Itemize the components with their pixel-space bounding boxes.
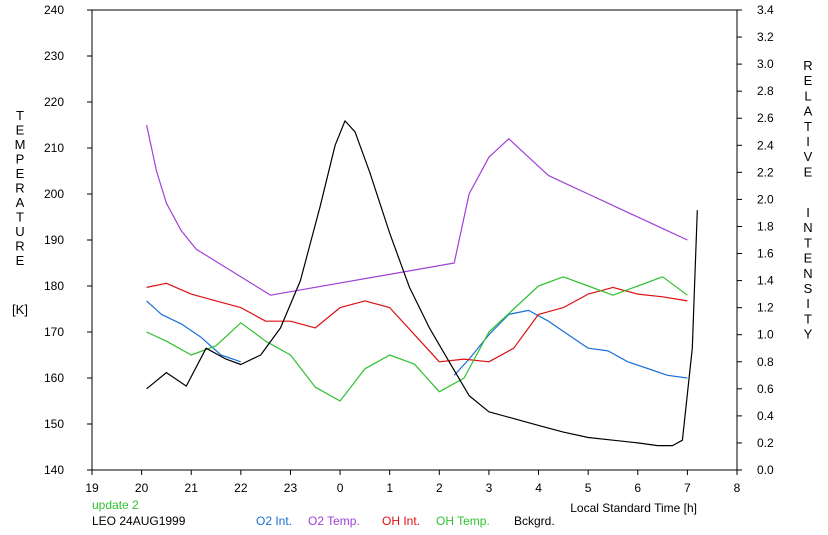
x-tick-label: 2 (436, 481, 443, 495)
right-axis-label-letter: R (803, 58, 812, 73)
legend-entry: OH Int. (382, 514, 420, 528)
right-axis-label-letter: T (804, 311, 812, 326)
legend-entry: O2 Int. (256, 514, 292, 528)
left-axis-label-letter: E (16, 123, 25, 138)
x-tick-label: 1 (386, 481, 393, 495)
right-axis-label-letter: E (804, 164, 813, 179)
left-tick-label: 170 (44, 325, 64, 339)
right-axis-label-letter: L (804, 88, 811, 103)
right-axis-label-letter: I (806, 205, 810, 220)
axes (87, 9, 742, 475)
left-tick-label: 190 (44, 233, 64, 247)
right-tick-label: 2.2 (757, 165, 774, 179)
right-tick-label: 3.2 (757, 30, 774, 44)
x-tick-label: 4 (535, 481, 542, 495)
right-tick-label: 1.6 (757, 247, 774, 261)
left-axis-label-letter: A (16, 195, 25, 210)
right-axis-label-letter: T (804, 119, 812, 134)
right-axis-label-letter: N (803, 220, 812, 235)
series-bckgrd (146, 120, 698, 447)
left-axis-label-letter: E (16, 166, 25, 181)
left-axis-label-letter: R (15, 239, 24, 254)
right-tick-label: 0.0 (757, 463, 774, 477)
x-tick-label: 21 (185, 481, 199, 495)
x-tick-label: 7 (684, 481, 691, 495)
right-axis-label-letter: I (806, 134, 810, 149)
right-tick-label: 3.4 (757, 3, 774, 17)
right-axis-label-letter: Y (804, 327, 813, 342)
series-layer (146, 120, 698, 447)
right-axis-label-letter: E (804, 73, 813, 88)
right-axis-label-letter: T (804, 235, 812, 250)
legend-entry: O2 Temp. (308, 514, 360, 528)
series-o2-temp (146, 124, 688, 296)
left-tick-label: 230 (44, 49, 64, 63)
right-tick-label: 0.6 (757, 382, 774, 396)
x-axis-label: Local Standard Time [h] (570, 501, 697, 515)
legend-entry: OH Temp. (436, 514, 490, 528)
series-oh-int (146, 282, 688, 363)
x-tick-label: 20 (135, 481, 149, 495)
x-tick-label: 5 (585, 481, 592, 495)
left-axis-label-letter: R (15, 181, 24, 196)
x-tick-label: 23 (284, 481, 298, 495)
left-axis-label-letter: E (16, 253, 25, 268)
right-tick-label: 2.4 (757, 138, 774, 152)
left-tick-label: 160 (44, 371, 64, 385)
right-tick-label: 3.0 (757, 57, 774, 71)
left-axis-unit: [K] (12, 302, 28, 317)
right-tick-label: 2.8 (757, 84, 774, 98)
right-tick-label: 1.2 (757, 301, 774, 315)
x-tick-label: 0 (337, 481, 344, 495)
left-tick-label: 220 (44, 95, 64, 109)
right-axis-label-letter: I (806, 296, 810, 311)
series-o2-int (146, 300, 688, 379)
right-tick-label: 2.6 (757, 111, 774, 125)
right-axis-label-letter: A (804, 104, 813, 119)
left-tick-label: 180 (44, 279, 64, 293)
series-oh-temp (146, 276, 688, 402)
left-axis-label-letter: T (16, 108, 24, 123)
legend-entry: Bckgrd. (514, 514, 555, 528)
left-tick-label: 200 (44, 187, 64, 201)
right-axis-label-letter: N (803, 266, 812, 281)
right-tick-label: 0.2 (757, 436, 774, 450)
labels-layer: 19 20 21 22 23 0 1 2 3 4 5 6 7 8140150160170180190200… (12, 3, 813, 528)
x-tick-label: 19 (85, 481, 99, 495)
right-axis-label-letter: S (804, 281, 813, 296)
right-tick-label: 0.8 (757, 355, 774, 369)
left-tick-label: 210 (44, 141, 64, 155)
x-tick-label: 8 (734, 481, 741, 495)
right-tick-label: 0.4 (757, 409, 774, 423)
left-tick-label: 150 (44, 417, 64, 431)
x-tick-label: 22 (234, 481, 248, 495)
left-tick-label: 140 (44, 463, 64, 477)
station-label: LEO 24AUG1999 (92, 514, 186, 528)
x-tick-label: 6 (634, 481, 641, 495)
right-axis-label-letter: E (804, 251, 813, 266)
left-axis-label-letter: U (15, 224, 24, 239)
update-label: update 2 (92, 498, 139, 512)
x-tick-label: 3 (486, 481, 493, 495)
left-axis-label-letter: T (16, 210, 24, 225)
left-tick-label: 240 (44, 3, 64, 17)
left-axis-label-letter: P (16, 152, 25, 167)
right-axis-label-letter: V (804, 149, 813, 164)
right-tick-label: 1.0 (757, 328, 774, 342)
right-tick-label: 1.4 (757, 274, 774, 288)
left-axis-label-letter: M (15, 137, 26, 152)
right-tick-label: 1.8 (757, 219, 774, 233)
right-tick-label: 2.0 (757, 192, 774, 206)
